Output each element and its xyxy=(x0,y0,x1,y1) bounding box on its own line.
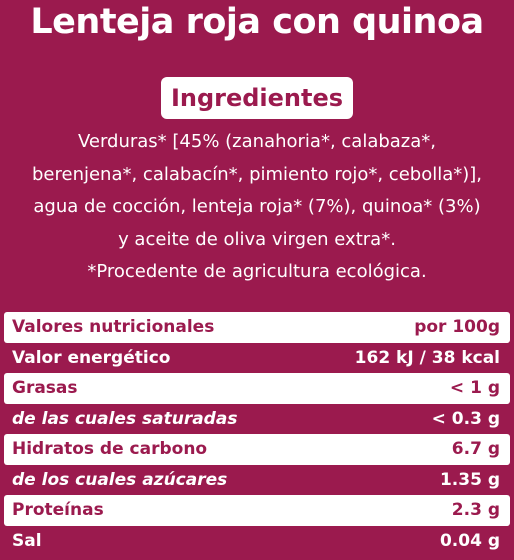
nutrition-label: Hidratos de carbono xyxy=(12,439,208,460)
nutrition-label: Grasas xyxy=(12,378,78,399)
nutrition-row-carbs: Hidratos de carbono 6.7 g xyxy=(4,434,510,465)
nutrition-label: Valores nutricionales xyxy=(12,317,215,338)
nutrition-value: 162 kJ / 38 kcal xyxy=(354,347,500,368)
ingredients-line: berenjena*, calabacín*, pimiento rojo*, … xyxy=(31,163,483,185)
ingredients-line: y aceite de oliva virgen extra*. xyxy=(118,228,396,250)
nutrition-value: 2.3 g xyxy=(451,500,500,521)
ingredients-heading: Ingredientes xyxy=(160,77,354,119)
nutrition-label: Proteínas xyxy=(12,500,104,521)
nutrition-label: Sal xyxy=(12,530,42,551)
nutrition-header-row: Valores nutricionales por 100g xyxy=(4,312,510,343)
nutrition-row-fat: Grasas < 1 g xyxy=(4,373,510,404)
nutrition-value: por 100g xyxy=(414,317,500,338)
nutrition-value: 0.04 g xyxy=(439,530,500,551)
ingredients-list: Verduras* [45% (zanahoria*, calabaza*, b… xyxy=(0,126,514,289)
nutrition-row-salt: Sal 0.04 g xyxy=(4,526,510,557)
ingredients-line: agua de cocción, lenteja roja* (7%), qui… xyxy=(33,196,481,217)
nutrition-row-energy: Valor energético 162 kJ / 38 kcal xyxy=(4,343,510,374)
nutrition-row-saturated: de las cuales saturadas < 0.3 g xyxy=(4,404,510,435)
nutrition-row-protein: Proteínas 2.3 g xyxy=(4,495,510,526)
nutrition-value: 6.7 g xyxy=(451,439,500,460)
product-title: Lenteja roja con quinoa xyxy=(30,2,484,42)
nutrition-row-sugars: de los cuales azúcares 1.35 g xyxy=(4,465,510,496)
ingredients-heading-wrap: Ingredientes xyxy=(0,77,514,119)
nutrition-label: de los cuales azúcares xyxy=(12,469,228,490)
nutrition-value: 1.35 g xyxy=(439,469,500,490)
nutrition-table: Valores nutricionales por 100g Valor ene… xyxy=(4,312,510,556)
nutrition-value: < 1 g xyxy=(449,378,500,399)
nutrition-label: de las cuales saturadas xyxy=(12,408,238,429)
nutrition-value: < 0.3 g xyxy=(431,408,500,429)
ingredients-line: Verduras* [45% (zanahoria*, calabaza*, xyxy=(77,131,437,152)
nutrition-label: Valor energético xyxy=(12,347,171,368)
ingredients-footnote: *Procedente de agricultura ecológica. xyxy=(87,261,427,282)
